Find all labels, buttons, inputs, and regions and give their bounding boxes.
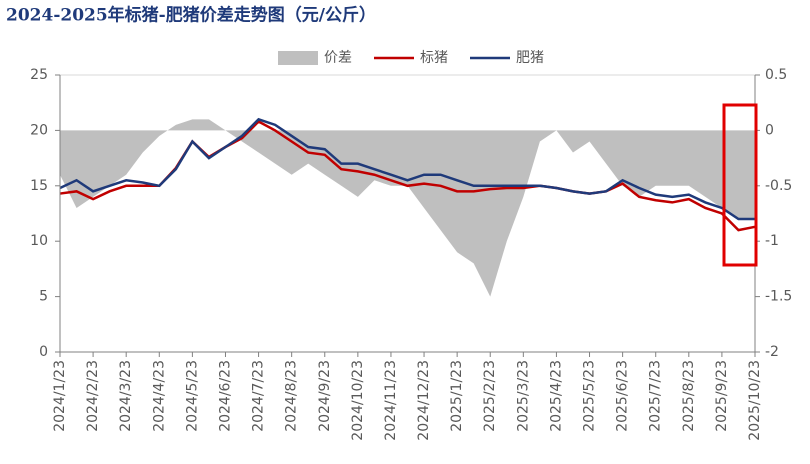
x-tick-label: 2024/11/23 (383, 360, 399, 441)
x-tick-label: 2025/5/23 (582, 360, 598, 432)
x-tick-label: 2025/6/23 (615, 360, 631, 432)
x-tick-label: 2024/3/23 (118, 360, 134, 432)
x-tick-label: 2024/8/23 (284, 360, 300, 432)
y-tick-label: 5 (39, 289, 48, 305)
x-tick-label: 2025/4/23 (548, 360, 564, 432)
x-tick-label: 2025/7/23 (648, 360, 664, 432)
y2-tick-label: 0.5 (765, 67, 787, 83)
y2-tick-label: -1.5 (765, 289, 792, 305)
x-tick-label: 2025/3/23 (515, 360, 531, 432)
y2-tick-label: -0.5 (765, 178, 792, 194)
y-tick-label: 10 (30, 233, 48, 249)
y2-tick-label: 0 (765, 122, 774, 138)
x-tick-label: 2024/9/23 (317, 360, 333, 432)
plot-frame (59, 74, 756, 353)
y-tick-label: 15 (30, 178, 48, 194)
y2-tick-label: -1 (765, 233, 779, 249)
legend-label: 标猪 (420, 50, 448, 66)
x-tick-label: 2025/9/23 (714, 360, 730, 432)
x-tick-label: 2025/10/23 (747, 360, 763, 441)
x-tick-label: 2024/1/23 (52, 360, 68, 432)
highlight-box (722, 103, 758, 267)
x-tick-label: 2025/1/23 (449, 360, 465, 432)
x-tick-label: 2024/10/23 (350, 360, 366, 441)
x-tick-label: 2024/5/23 (184, 360, 200, 432)
spread-area (60, 119, 755, 297)
legend-label: 肥猪 (516, 50, 544, 66)
x-tick-label: 2024/6/23 (217, 360, 233, 432)
x-tick-label: 2024/7/23 (251, 360, 267, 432)
chart-title: 2024-2025年标猪-肥猪价差走势图（元/公斤） (6, 5, 376, 26)
y-tick-label: 25 (30, 67, 48, 83)
y2-tick-label: -2 (765, 344, 779, 360)
x-tick-label: 2024/4/23 (151, 360, 167, 432)
x-tick-label: 2025/2/23 (482, 360, 498, 432)
legend-swatch (278, 51, 318, 65)
x-tick-label: 2024/2/23 (85, 360, 101, 432)
legend-label: 价差 (324, 50, 352, 66)
x-tick-label: 2024/12/23 (416, 360, 432, 441)
y-tick-label: 20 (30, 122, 48, 138)
y-tick-label: 0 (39, 344, 48, 360)
price-line (59, 117, 755, 221)
x-tick-label: 2025/8/23 (681, 360, 697, 432)
